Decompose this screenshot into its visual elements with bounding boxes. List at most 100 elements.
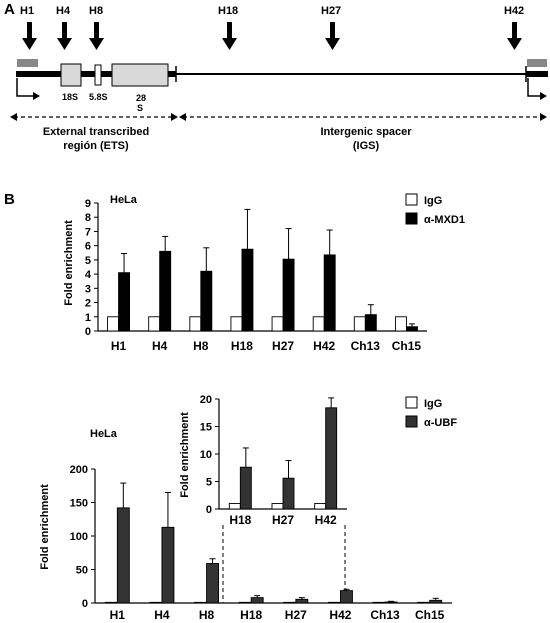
chart-inset-bar [314,503,327,510]
chart-mxd1-y-tick-label: 6 [85,241,91,253]
site-arrow-h4 [57,22,72,50]
chart-mxd1-bar [312,316,325,332]
tss-arrow-left [16,78,40,100]
ets-label-line2: región (ETS) [63,140,129,152]
site-arrow-h27 [325,22,340,50]
chart-mxd1-bar [282,258,295,332]
site-label-h42: H42 [504,5,524,17]
chart-mxd1-bar [189,316,202,332]
chart-mxd1-x-tick-label: H42 [313,339,335,353]
legend-swatch-igg [405,193,418,206]
legend-swatch-mxd1 [405,212,418,225]
site-label-h4: H4 [56,5,71,17]
igs-span [179,113,547,121]
chart-ubf-inset: Fold enrichment 0 5 10 15 20 H18 H27 H42 [179,390,356,527]
rrna-box-5-8s [94,64,102,86]
chart-inset-bar [228,503,241,510]
chart-ubf-bar [250,597,264,604]
chart-ubf-x-tick-label: Ch15 [415,608,445,622]
rrna-label-28: 28 [136,93,146,103]
chart-mxd1-bar [271,316,284,332]
chart-ubf-x-tick-label: H1 [110,608,126,622]
chart-inset-y-tick-label: 15 [200,422,212,434]
chart-mxd1-ylabel: Fold enrichment [63,220,75,306]
chart-ubf-bar [327,601,341,604]
chart-ubf-ylabel: Fold enrichment [39,484,51,570]
chart-inset-bar [239,466,252,510]
chart-ubf-x-tick-label: H4 [154,608,170,622]
chart-ubf-x-tick-label: H27 [285,608,307,622]
chart-mxd1-bar [394,316,407,332]
panel-b-label: B [4,191,15,208]
promoter-marker-right [527,59,547,67]
chart-mxd1-bar [230,316,243,332]
chart-ubf-x-tick-label: H18 [240,608,262,622]
site-label-h8: H8 [89,5,103,17]
chart-inset-bar [271,503,284,510]
next-unit-line [526,71,548,77]
chart-ubf: HeLa Fold enrichment IgG α-UBF 050100150… [39,396,457,622]
site-arrow-h18 [222,22,237,50]
rrna-label-5-8s: 5.8S [89,92,108,102]
chart-inset-y-tick-label: 0 [206,504,212,516]
promoter-marker-left [17,59,38,67]
panel-a-label: A [4,1,15,18]
chart-ubf-x-tick-label: H8 [199,608,215,622]
legend-label-mxd1: α-MXD1 [424,214,465,226]
ets-label-line1: External transcribed [43,126,149,138]
chart-ubf-y-tick-label: 50 [76,565,88,577]
chart-ubf-bar [206,563,220,604]
rrna-box-18s [60,63,82,87]
chart-mxd1-y-tick-label: 9 [85,198,91,210]
site-label-h27: H27 [321,5,341,17]
chart-ubf-bar [339,590,353,604]
chart-inset-ylabel: Fold enrichment [179,412,191,498]
chart-mxd1: HeLa Fold enrichment IgG α-MXD1 0 1 2 3 4 5 6 7… [63,193,465,353]
chart-mxd1-bar [148,316,161,332]
chart-mxd1-bar [364,314,377,332]
chart-ubf-bar [104,601,118,604]
chart-mxd1-bar [353,316,366,332]
chart-mxd1-x-tick-label: H8 [193,339,209,353]
chart-inset-bar [325,407,338,510]
rrna-box-28s [111,63,169,87]
chart-inset-y-tick-label: 5 [206,477,212,489]
chart-mxd1-bar [241,248,254,332]
tss-arrow-right [527,78,547,100]
chart-ubf-bar [116,507,130,604]
chart-mxd1-x-tick-label: H1 [111,339,127,353]
site-arrow-h8 [89,22,104,50]
chart-inset-y-tick-label: 10 [200,449,212,461]
legend-swatch-ubf [405,415,418,428]
legend-swatch-igg-2 [405,396,418,409]
chart-ubf-bar [161,526,175,604]
chart-mxd1-y-tick-label: 8 [85,212,91,224]
chart-mxd1-y-tick-label: 1 [85,312,91,324]
chart-mxd1-x-tick-label: Ch15 [392,339,422,353]
site-arrow-h1 [22,22,37,50]
ets-span [10,113,178,121]
chart-ubf-bar [384,601,398,604]
chart-ubf-title: HeLa [90,428,118,440]
chart-inset-x-tick-label: H18 [229,513,251,527]
chart-mxd1-bar [405,326,418,332]
igs-label-line2: (IGS) [353,140,380,152]
site-arrow-h42 [507,22,522,50]
rrna-label-18s: 18S [62,92,78,102]
chart-inset-y-tick-label: 20 [200,394,212,406]
chart-mxd1-y-tick-label: 4 [85,269,92,281]
chart-ubf-bar [372,601,386,604]
chart-inset-x-tick-label: H42 [315,513,337,527]
chart-inset-bar [282,477,295,510]
chart-ubf-x-tick-label: Ch13 [370,608,400,622]
chart-mxd1-x-tick-label: H18 [231,339,253,353]
chart-mxd1-bar [200,270,213,332]
chart-ubf-bar [194,601,208,604]
chart-mxd1-y-tick-label: 3 [85,283,91,295]
panel-a: A H1 H4 H8 H18 H27 H42 18S 5.8S 28 S [4,1,548,152]
legend-label-igg-2: IgG [424,398,442,410]
chart-ubf-bar [417,601,431,604]
chart-mxd1-y-tick-label: 7 [85,226,91,238]
legend-label-ubf: α-UBF [424,417,457,429]
